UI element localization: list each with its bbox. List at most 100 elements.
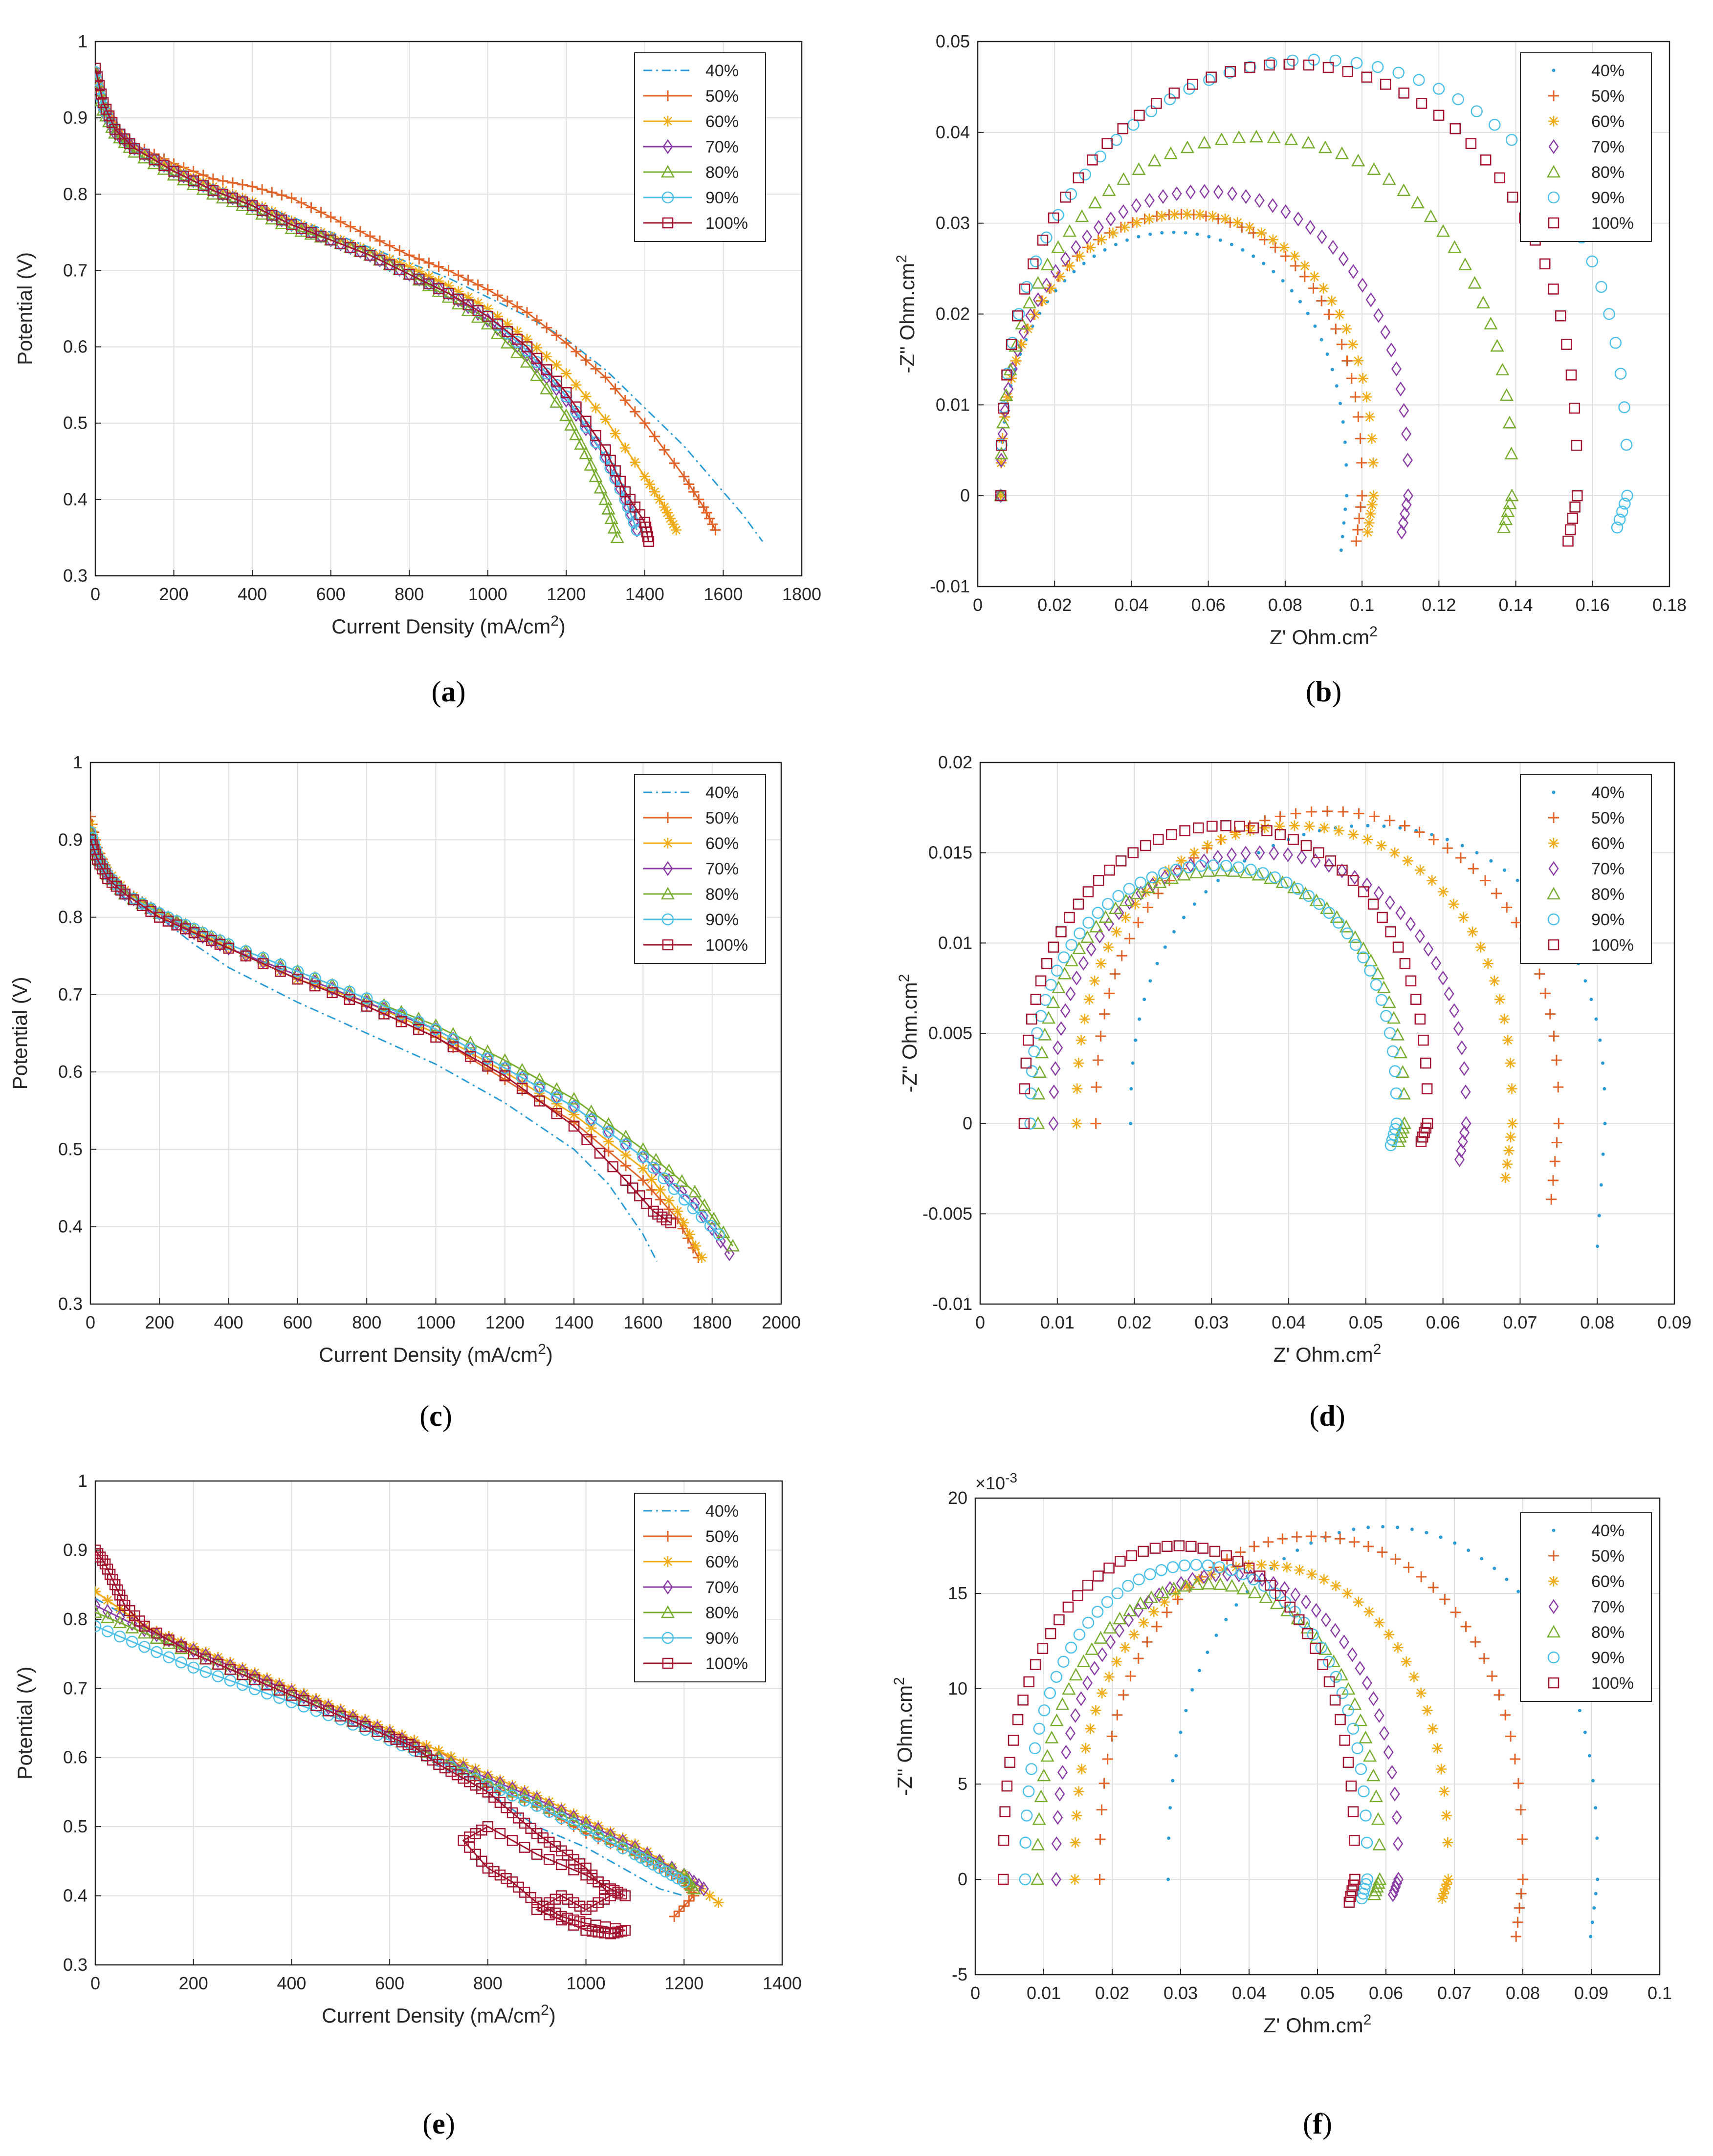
data-point: [1392, 1642, 1404, 1653]
data-point: [257, 184, 268, 195]
data-point: [601, 501, 615, 515]
data-point: [482, 1057, 493, 1068]
data-point: [1028, 1045, 1040, 1058]
data-point: [298, 1695, 309, 1706]
data-point: [1171, 1779, 1175, 1783]
data-point: [1221, 1553, 1232, 1565]
data-point: [1371, 1812, 1385, 1825]
data-point: [580, 391, 592, 402]
data-point: [1377, 912, 1388, 923]
legend-marker-square: [1548, 217, 1559, 229]
data-point: [584, 457, 598, 471]
data-point: [644, 479, 655, 490]
data-point: [1225, 1579, 1239, 1592]
data-point: [471, 310, 485, 323]
data-point: [1594, 1806, 1598, 1810]
data-point: [176, 1641, 187, 1653]
y-tick-label: 0.01: [938, 933, 972, 953]
data-point: [1459, 1061, 1470, 1076]
data-point: [1548, 283, 1559, 295]
data-point: [1318, 283, 1329, 294]
y-tick-label: 0.9: [63, 1540, 88, 1560]
y-axis-label: -Z'' Ohm.cm2: [894, 255, 919, 373]
data-point: [520, 355, 534, 368]
data-point: [163, 1634, 175, 1646]
data-point: [472, 297, 483, 308]
data-point: [1057, 951, 1070, 963]
data-point: [1012, 1714, 1024, 1725]
data-point: [1129, 1087, 1133, 1091]
data-point: [1363, 517, 1375, 528]
data-point: [1369, 1789, 1384, 1803]
data-point: [601, 1117, 615, 1130]
x-tick-label: 0.01: [1040, 1312, 1075, 1332]
legend-marker-circle: [661, 913, 674, 926]
data-point: [1368, 490, 1379, 501]
x-tick-label: 0: [90, 584, 100, 604]
data-point: [1367, 1887, 1382, 1900]
data-point: [668, 519, 679, 530]
data-point: [1277, 1533, 1288, 1545]
data-point: [1499, 1014, 1510, 1024]
data-point: [1376, 840, 1387, 851]
y-tick-label: 0.8: [58, 907, 83, 927]
data-point: [1480, 154, 1492, 166]
legend-marker-circle: [1547, 191, 1560, 204]
data-point: [463, 1776, 475, 1787]
data-point: [1286, 54, 1299, 67]
data-point: [113, 1615, 127, 1629]
data-point: [1548, 1030, 1559, 1042]
legend-label: 70%: [705, 860, 739, 878]
data-point: [1069, 1668, 1083, 1680]
data-point: [1619, 498, 1631, 510]
data-point: [655, 1184, 666, 1196]
data-point: [647, 1161, 659, 1174]
data-point: [286, 1684, 297, 1699]
data-point: [1065, 1725, 1076, 1741]
data-point: [217, 185, 228, 196]
data-point: [501, 1873, 512, 1884]
data-point: [568, 1818, 580, 1830]
data-point: [1158, 867, 1170, 879]
data-point: [619, 394, 631, 406]
data-point: [1591, 1779, 1595, 1783]
data-point: [335, 216, 346, 227]
data-point: [1405, 916, 1416, 932]
data-point: [710, 524, 721, 536]
data-point: [1281, 1562, 1293, 1573]
data-point: [1403, 488, 1413, 503]
data-point: [649, 431, 660, 442]
data-point: [1234, 1603, 1238, 1607]
series-group: [95, 1545, 724, 1939]
data-point: [1415, 1136, 1427, 1147]
data-point: [1262, 261, 1266, 265]
data-point: [443, 280, 454, 291]
x-tick-label: 0: [970, 1983, 980, 2003]
data-point: [137, 151, 152, 164]
x-tick-label: 1200: [485, 1312, 525, 1332]
data-point: [568, 1914, 579, 1926]
data-point: [1119, 221, 1130, 233]
data-point: [1114, 242, 1118, 246]
data-point: [101, 1625, 114, 1637]
data-point: [311, 1695, 322, 1710]
y-axis-label: Potential (V): [13, 1666, 36, 1779]
data-point: [1416, 1571, 1427, 1583]
data-point: [598, 492, 613, 505]
data-point: [1097, 1647, 1108, 1662]
data-point: [275, 217, 289, 230]
data-point: [145, 906, 156, 917]
x-axis-label: Z' Ohm.cm2: [1274, 1341, 1382, 1366]
data-point: [998, 1873, 1009, 1885]
data-point: [1339, 548, 1343, 552]
data-point: [1245, 864, 1257, 876]
data-point: [663, 1195, 675, 1206]
data-point: [482, 310, 494, 322]
data-point: [1571, 439, 1582, 451]
legend: 40%50%60%70%80%90%100%: [1520, 774, 1652, 964]
data-point: [610, 428, 621, 439]
data-point: [1105, 211, 1116, 227]
data-point: [1401, 497, 1412, 512]
data-point: [291, 965, 304, 978]
data-point: [1050, 1671, 1063, 1683]
